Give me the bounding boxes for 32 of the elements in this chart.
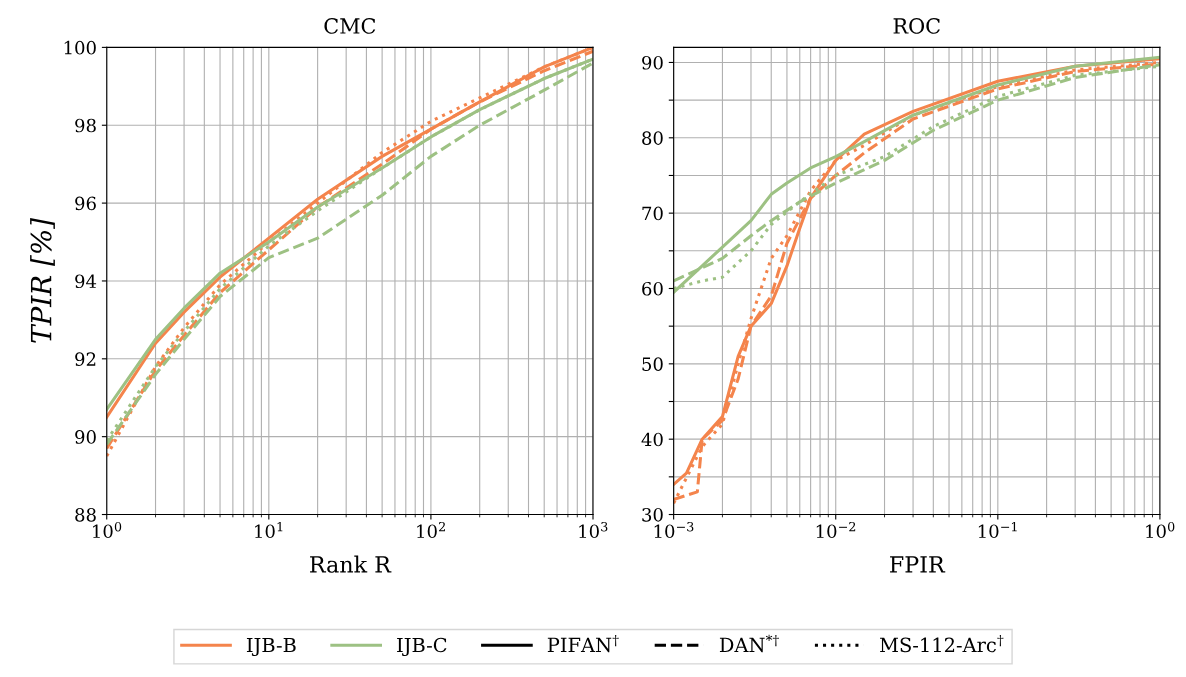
x-tick-label: 10$^{−3}$ <box>654 521 694 539</box>
legend-label: DAN$^{*†}$ <box>719 634 779 653</box>
y-tick-label: 92 <box>75 352 96 366</box>
y-tick-label: 60 <box>642 281 663 296</box>
chart-title: CMC <box>324 18 376 34</box>
y-tick-label: 70 <box>642 206 663 221</box>
y-tick-label: 90 <box>75 430 96 444</box>
x-tick-label: 10$^{2}$ <box>417 521 445 539</box>
x-tick-label: 10$^{0}$ <box>1146 521 1175 539</box>
y-tick-label: 90 <box>642 55 663 70</box>
y-tick-label: 30 <box>642 507 663 522</box>
y-tick-label: 50 <box>642 357 663 371</box>
x-tick-label: 10$^{1}$ <box>255 521 283 539</box>
legend-label: MS-112-Arc$^{†}$ <box>880 634 1004 653</box>
y-tick-label: 100 <box>64 40 96 55</box>
x-tick-label: 10$^{−2}$ <box>816 521 856 539</box>
y-tick-label: 88 <box>75 507 96 522</box>
x-axis-title: FPIR <box>890 556 946 573</box>
x-tick-label: 10$^{−1}$ <box>978 521 1017 539</box>
legend-label: PIFAN$^{†}$ <box>547 634 619 653</box>
x-tick-label: 10$^{0}$ <box>93 521 122 539</box>
y-tick-label: 98 <box>75 118 96 133</box>
legend-label: IJB-C <box>397 637 447 657</box>
chart-title: ROC <box>893 18 940 34</box>
y-tick-label: 40 <box>641 432 663 447</box>
y-tick-label: 80 <box>642 131 663 145</box>
x-axis-title: Rank R <box>310 555 392 573</box>
y-axis-title: TPIR [%] <box>30 217 55 343</box>
y-tick-label: 94 <box>75 274 97 289</box>
x-tick-label: 10$^{3}$ <box>579 521 608 539</box>
y-tick-label: 96 <box>75 196 96 211</box>
legend-label: IJB-B <box>246 637 296 657</box>
